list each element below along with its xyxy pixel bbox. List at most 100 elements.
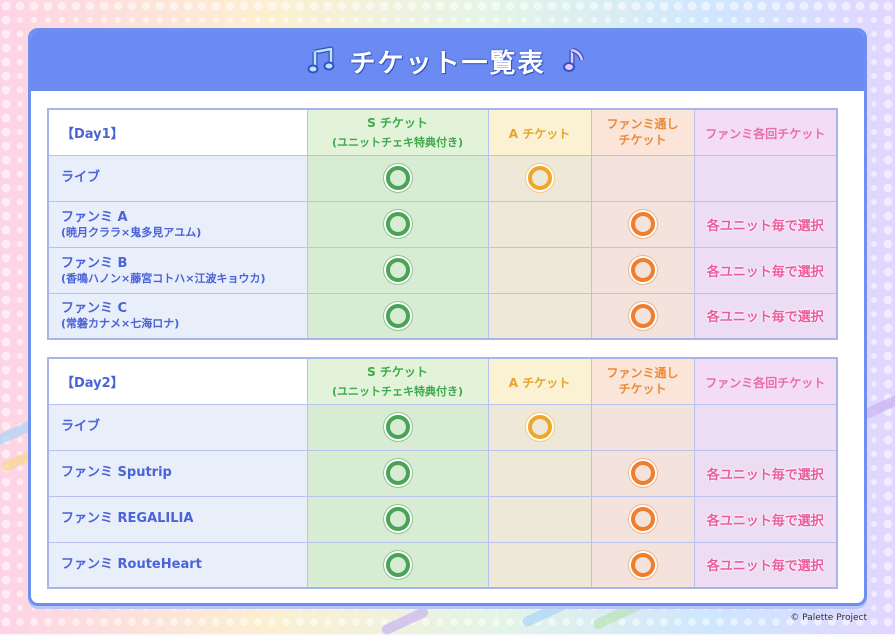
background-dot <box>297 17 303 23</box>
background-dot <box>813 1 823 11</box>
background-dot <box>492 618 500 626</box>
background-dot <box>787 17 793 23</box>
background-dot <box>478 618 486 626</box>
background-dot <box>646 618 654 626</box>
column-s-ticket: S チケット (ユニットチェキ特典付き) <box>306 108 489 156</box>
column-a-ticket: A チケット <box>487 108 592 156</box>
background-dot <box>241 605 247 611</box>
background-dot <box>548 618 556 626</box>
background-dot <box>170 618 178 626</box>
background-dot <box>717 17 723 23</box>
a-ticket-cell <box>487 246 592 294</box>
a-ticket-cell <box>487 292 592 340</box>
background-dot <box>1 253 11 263</box>
background-dot <box>435 1 445 11</box>
background-dot <box>843 605 849 611</box>
background-dot <box>883 491 893 501</box>
background-dot <box>324 618 332 626</box>
background-dot <box>1 519 11 529</box>
background-dot <box>688 618 696 626</box>
background-dot <box>687 1 697 11</box>
background-dot <box>883 379 893 389</box>
fanmeet-each-cell <box>693 403 838 451</box>
background-dot <box>1 169 11 179</box>
background-dot <box>17 255 23 261</box>
background-dot <box>660 618 668 626</box>
background-dot <box>352 618 360 626</box>
background-dot <box>17 297 23 303</box>
background-dot <box>367 17 373 23</box>
background-dot <box>17 101 23 107</box>
background-dot <box>883 211 893 221</box>
background-dot <box>883 29 893 39</box>
background-dot <box>1 43 11 53</box>
background-dot <box>115 17 121 23</box>
background-dot <box>871 325 877 331</box>
background-dot <box>17 269 23 275</box>
background-dot <box>325 17 331 23</box>
background-dot <box>883 533 893 543</box>
background-dot <box>1 547 11 557</box>
background-dot <box>801 605 807 611</box>
background-dot <box>883 323 893 333</box>
background-dot <box>240 618 248 626</box>
background-dot <box>183 1 193 11</box>
background-dot <box>353 605 359 611</box>
background-dot <box>871 381 877 387</box>
background-dot <box>647 605 653 611</box>
background-dot <box>17 409 23 415</box>
background-dot <box>1 477 11 487</box>
background-dot <box>535 17 541 23</box>
background-dot <box>883 421 893 431</box>
background-dot <box>339 17 345 23</box>
background-dot <box>463 1 473 11</box>
fanmeet-each-cell: 各ユニット毎で選択 <box>693 292 838 340</box>
background-dot <box>141 1 151 11</box>
background-dot <box>883 281 893 291</box>
background-dot <box>17 591 23 597</box>
table-header-row: 【Day2】 S チケット (ユニットチェキ特典付き) A チケット ファンミ通… <box>47 357 838 405</box>
background-dot <box>17 521 23 527</box>
background-dot <box>883 43 893 53</box>
background-dot <box>464 618 472 626</box>
select-per-unit-text: 各ユニット毎で選択 <box>706 513 824 529</box>
background-dot <box>129 605 135 611</box>
a-ticket-cell <box>487 495 592 543</box>
background-dot <box>239 1 249 11</box>
background-dot <box>505 1 515 11</box>
background-dot <box>337 1 347 11</box>
background-dot <box>883 169 893 179</box>
select-per-unit-text: 各ユニット毎で選択 <box>706 310 824 326</box>
background-dot <box>883 365 893 375</box>
background-dot <box>17 115 23 121</box>
background-dot <box>745 17 751 23</box>
background-dot <box>575 1 585 11</box>
background-dot <box>883 183 893 193</box>
background-dot <box>883 351 893 361</box>
background-dot <box>871 353 877 359</box>
s-ticket-cell <box>306 403 489 451</box>
background-dot <box>423 17 429 23</box>
background-dot <box>267 1 277 11</box>
background-dot <box>17 367 23 373</box>
background-dot <box>17 213 23 219</box>
background-dot <box>381 17 387 23</box>
background-dot <box>883 225 893 235</box>
background-dot <box>689 17 695 23</box>
background-dot <box>883 253 893 263</box>
background-dot <box>465 605 471 611</box>
background-dot <box>871 45 877 51</box>
s-ticket-cell <box>306 200 489 248</box>
background-dot <box>283 17 289 23</box>
row-label: ファンミ B (香鳴ハノン×藤宮コトハ×江波キョウカ) <box>47 246 308 294</box>
background-dot <box>1 589 11 599</box>
background-dot <box>745 605 751 611</box>
background-dot <box>507 17 513 23</box>
background-dot <box>1 71 11 81</box>
background-dot <box>17 87 23 93</box>
column-fanmeet-each: ファンミ各回チケット <box>693 357 838 405</box>
background-dot <box>451 605 457 611</box>
a-ticket-cell <box>487 449 592 497</box>
fanmeet-each-cell: 各ユニット毎で選択 <box>693 200 838 248</box>
background-dot <box>72 618 80 626</box>
